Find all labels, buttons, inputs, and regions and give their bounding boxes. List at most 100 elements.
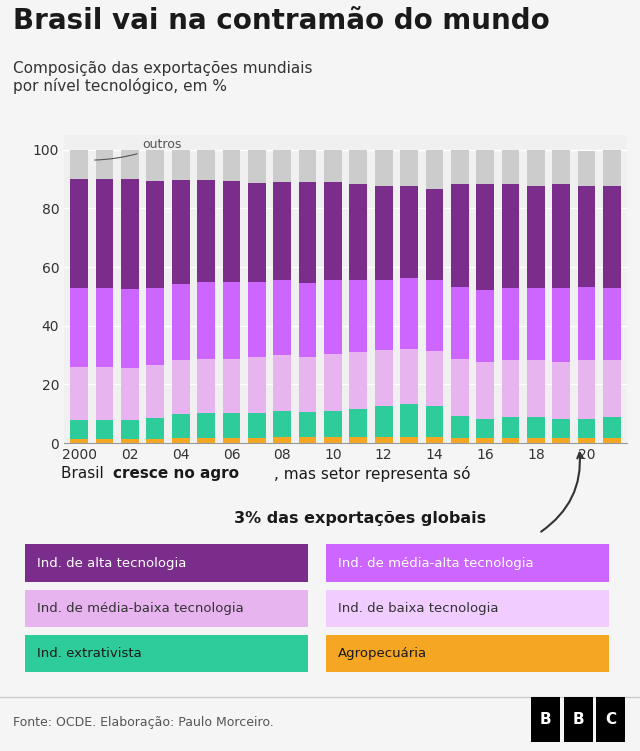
Bar bbox=[172, 179, 189, 284]
Bar bbox=[324, 354, 342, 411]
Bar bbox=[349, 185, 367, 280]
Text: cresce no agro: cresce no agro bbox=[113, 466, 239, 481]
Bar bbox=[299, 182, 316, 283]
Bar bbox=[70, 179, 88, 288]
Bar bbox=[147, 439, 164, 443]
Bar bbox=[172, 360, 189, 415]
Bar bbox=[172, 438, 189, 443]
Bar bbox=[121, 420, 139, 439]
Bar bbox=[527, 288, 545, 360]
Bar bbox=[349, 150, 367, 185]
FancyBboxPatch shape bbox=[25, 544, 308, 582]
Bar bbox=[273, 437, 291, 443]
Bar bbox=[324, 182, 342, 280]
Bar bbox=[502, 418, 520, 438]
Text: Agropecuária: Agropecuária bbox=[338, 647, 427, 660]
Bar bbox=[476, 438, 494, 443]
Bar bbox=[197, 150, 215, 179]
Bar bbox=[603, 288, 621, 360]
Bar bbox=[248, 413, 266, 438]
Text: B: B bbox=[540, 712, 552, 726]
Bar bbox=[426, 280, 444, 351]
Bar bbox=[349, 351, 367, 409]
Bar bbox=[502, 360, 520, 418]
Bar bbox=[96, 366, 113, 420]
Bar bbox=[223, 413, 240, 438]
Bar bbox=[223, 438, 240, 443]
Bar bbox=[299, 357, 316, 412]
Bar bbox=[375, 150, 392, 186]
Bar bbox=[273, 150, 291, 182]
Bar bbox=[400, 150, 418, 186]
Bar bbox=[197, 359, 215, 413]
Bar bbox=[400, 436, 418, 443]
Bar bbox=[527, 150, 545, 185]
Bar bbox=[197, 179, 215, 282]
Bar bbox=[426, 437, 444, 443]
Bar bbox=[197, 413, 215, 438]
Bar bbox=[349, 436, 367, 443]
Bar bbox=[375, 186, 392, 280]
Bar bbox=[552, 288, 570, 361]
Bar bbox=[299, 437, 316, 443]
Text: Composição das exportações mundiais
por nível tecnológico, em %: Composição das exportações mundiais por … bbox=[13, 61, 312, 95]
Bar bbox=[527, 185, 545, 288]
Bar bbox=[172, 150, 189, 179]
Text: 3% das exportações globais: 3% das exportações globais bbox=[234, 511, 486, 526]
Bar bbox=[223, 181, 240, 282]
Bar bbox=[603, 438, 621, 443]
Bar bbox=[603, 185, 621, 288]
FancyBboxPatch shape bbox=[326, 635, 609, 672]
Bar bbox=[324, 280, 342, 354]
Bar bbox=[96, 288, 113, 366]
Bar bbox=[299, 283, 316, 357]
Bar bbox=[400, 279, 418, 348]
Bar bbox=[502, 150, 520, 184]
Text: Ind. de média-baixa tecnologia: Ind. de média-baixa tecnologia bbox=[37, 602, 244, 615]
FancyBboxPatch shape bbox=[531, 697, 560, 742]
Bar bbox=[96, 439, 113, 443]
Bar bbox=[502, 184, 520, 288]
Text: C: C bbox=[605, 712, 616, 726]
FancyBboxPatch shape bbox=[326, 590, 609, 627]
Bar bbox=[578, 185, 595, 287]
Text: Ind. de média-alta tecnologia: Ind. de média-alta tecnologia bbox=[338, 556, 534, 570]
Bar bbox=[451, 184, 468, 287]
FancyBboxPatch shape bbox=[326, 544, 609, 582]
Bar bbox=[273, 355, 291, 411]
Bar bbox=[70, 288, 88, 366]
Bar bbox=[502, 438, 520, 443]
Bar bbox=[375, 350, 392, 406]
Bar bbox=[96, 420, 113, 439]
Bar bbox=[578, 419, 595, 438]
Bar bbox=[147, 150, 164, 181]
Bar bbox=[451, 438, 468, 443]
Bar bbox=[552, 150, 570, 184]
Bar bbox=[147, 418, 164, 439]
Bar bbox=[70, 366, 88, 420]
Bar bbox=[349, 280, 367, 351]
Bar bbox=[223, 359, 240, 413]
Bar bbox=[603, 150, 621, 185]
Bar bbox=[578, 151, 595, 185]
Bar bbox=[248, 150, 266, 182]
Text: Ind. de alta tecnologia: Ind. de alta tecnologia bbox=[37, 556, 187, 570]
Bar bbox=[121, 368, 139, 420]
Bar bbox=[578, 287, 595, 360]
Bar bbox=[96, 179, 113, 288]
Bar bbox=[273, 280, 291, 355]
Bar bbox=[527, 438, 545, 443]
Bar bbox=[476, 184, 494, 290]
Bar bbox=[248, 438, 266, 443]
Bar bbox=[552, 361, 570, 419]
Bar bbox=[426, 406, 444, 437]
Bar bbox=[375, 406, 392, 436]
Bar bbox=[299, 412, 316, 437]
Bar bbox=[273, 411, 291, 437]
Bar bbox=[147, 181, 164, 288]
Bar bbox=[527, 360, 545, 418]
Bar bbox=[426, 189, 444, 280]
Bar bbox=[400, 186, 418, 279]
Bar bbox=[400, 404, 418, 436]
Text: Brasil vai na contramão do mundo: Brasil vai na contramão do mundo bbox=[13, 7, 550, 35]
